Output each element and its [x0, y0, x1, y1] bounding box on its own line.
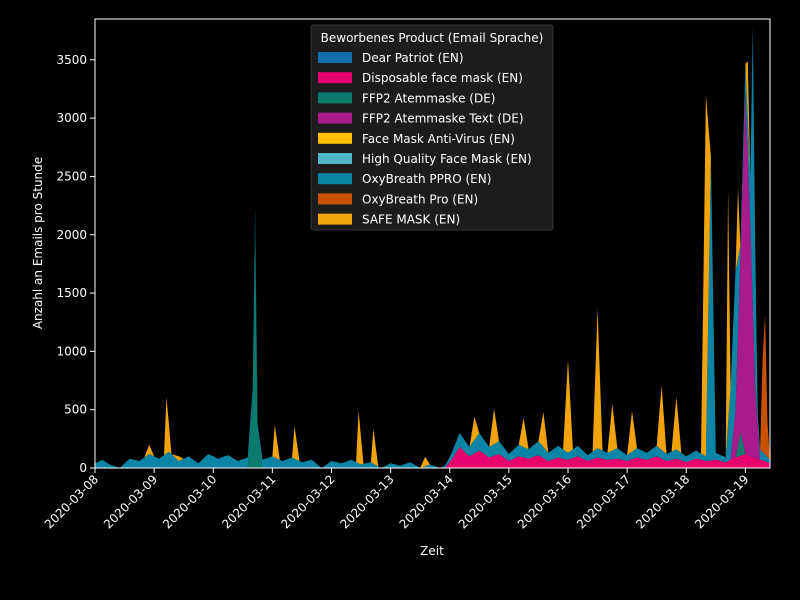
- legend-swatch: [318, 173, 352, 185]
- legend-swatch: [318, 92, 352, 104]
- legend-box: [310, 24, 554, 231]
- x-axis-label: Zeit: [420, 544, 444, 558]
- legend-entry-label: FFP2 Atemmaske Text (DE): [362, 112, 524, 126]
- legend-title: Beworbenes Product (Email Sprache): [321, 31, 544, 45]
- legend-entry-label: OxyBreath Pro (EN): [362, 192, 478, 206]
- y-tick-label: 2000: [56, 228, 87, 242]
- legend-entry-label: Disposable face mask (EN): [362, 71, 523, 85]
- y-tick-label: 0: [79, 461, 87, 475]
- series-area-8: [95, 26, 770, 468]
- legend-swatch: [318, 213, 352, 225]
- legend-entry-label: SAFE MASK (EN): [362, 213, 460, 227]
- legend: Beworbenes Product (Email Sprache) Dear …: [310, 24, 554, 231]
- legend-entry-label: Dear Patriot (EN): [362, 51, 464, 65]
- legend-swatch: [318, 132, 352, 144]
- legend-swatch: [318, 112, 352, 124]
- y-tick-label: 500: [64, 403, 87, 417]
- y-tick-label: 3500: [56, 53, 87, 67]
- legend-swatch: [318, 153, 352, 164]
- legend-items: Dear Patriot (EN) Disposable face mask (E…: [318, 51, 532, 227]
- y-axis-ticks: 0 500 1000 1500 2000 2500 3000 3500: [56, 53, 95, 475]
- legend-entry-label: Face Mask Anti-Virus (EN): [362, 132, 515, 146]
- legend-swatch: [318, 193, 352, 205]
- legend-entry-label: OxyBreath PPRO (EN): [362, 172, 491, 186]
- series-area-1: [95, 447, 770, 468]
- y-tick-label: 1500: [56, 286, 87, 300]
- legend-swatch: [318, 52, 352, 63]
- legend-entry-label: FFP2 Atemmaske (DE): [362, 91, 495, 105]
- series-areas: [95, 26, 770, 468]
- legend-swatch: [318, 72, 352, 84]
- y-tick-label: 3000: [56, 111, 87, 125]
- legend-entry-label: High Quality Face Mask (EN): [362, 152, 532, 166]
- y-axis-label: Anzahl an Emails pro Stunde: [31, 157, 45, 329]
- axes-frame: [94, 18, 771, 469]
- y-tick-label: 2500: [56, 169, 87, 183]
- y-tick-label: 1000: [56, 344, 87, 358]
